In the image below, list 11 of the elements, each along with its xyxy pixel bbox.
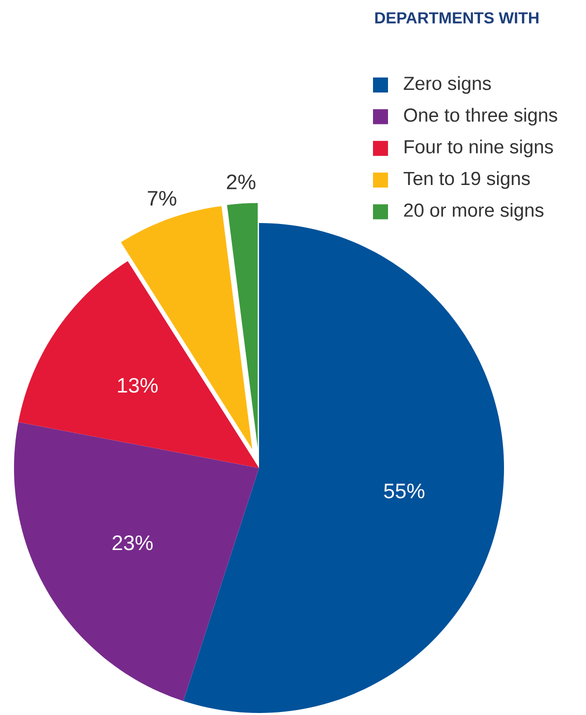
legend-label: Ten to 19 signs [404, 171, 530, 189]
legend-label: Zero signs [404, 76, 491, 94]
data-label: 23% [112, 535, 153, 550]
chart-title: DEPARTMENTS WITH [375, 12, 538, 24]
data-label: 55% [384, 484, 424, 498]
data-label: 7% [148, 190, 176, 206]
data-label: 2% [226, 174, 256, 190]
legend-label: One to three signs [404, 108, 558, 126]
data-label: 13% [118, 378, 158, 393]
legend-label: 20 or more signs [404, 202, 544, 221]
legend-label: Four to nine signs [404, 140, 553, 158]
